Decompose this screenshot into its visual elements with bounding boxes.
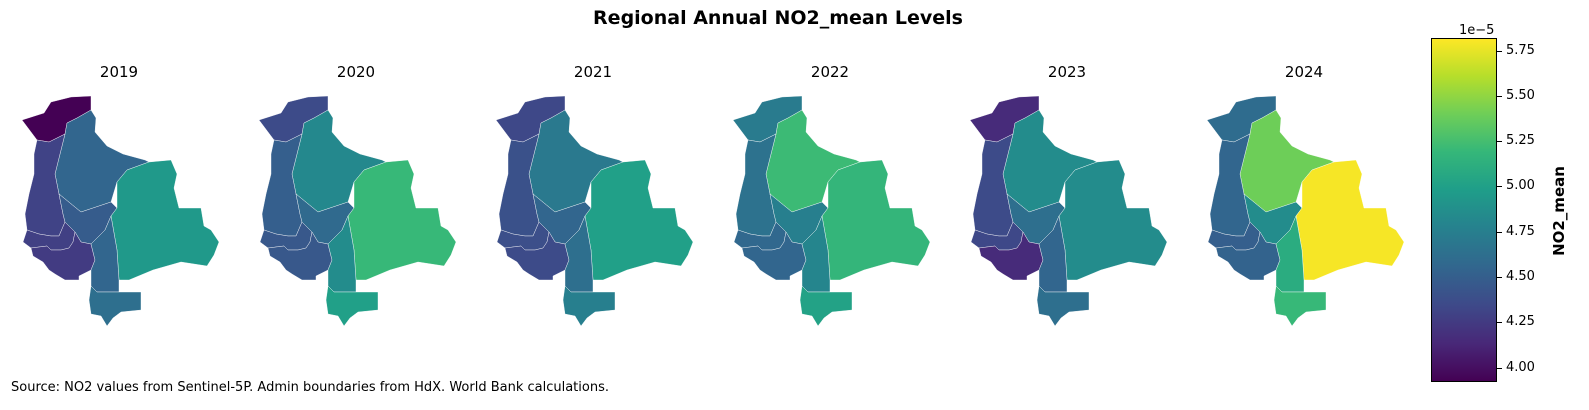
map-2022 [732,95,931,327]
colorbar-tick [1497,277,1502,278]
colorbar-tick-label: 5.75 [1506,43,1535,58]
colorbar-tick-label: 4.75 [1506,224,1535,239]
map-2020 [258,95,457,327]
colorbar-tick [1497,368,1502,369]
colorbar-tick [1497,232,1502,233]
source-note: Source: NO2 values from Sentinel-5P. Adm… [11,380,609,395]
panel-title-2021: 2021 [573,63,613,81]
colorbar-tick [1497,96,1502,97]
region-santa-cruz-2023 [1058,159,1168,281]
chart-title: Regional Annual NO2_mean Levels [593,7,963,29]
colorbar-tick-label: 5.00 [1506,178,1535,193]
region-tarija-2022 [799,285,853,327]
region-tarija-2023 [1036,285,1090,327]
panel-title-2023: 2023 [1047,63,1087,81]
panel-title-2019: 2019 [99,63,139,81]
colorbar-tick [1497,322,1502,323]
colorbar-tick [1497,141,1502,142]
colorbar [1431,38,1497,382]
region-tarija-2021 [562,285,616,327]
panel-title-2022: 2022 [810,63,850,81]
colorbar-tick-label: 5.25 [1506,133,1535,148]
map-2019 [21,95,220,327]
region-santa-cruz-2020 [347,159,457,281]
colorbar-tick-label: 4.00 [1506,360,1535,375]
map-2021 [495,95,694,327]
colorbar-tick-label: 4.50 [1506,269,1535,284]
panel-title-2024: 2024 [1284,63,1324,81]
region-santa-cruz-2019 [110,159,220,281]
region-tarija-2019 [88,285,142,327]
colorbar-exponent: 1e−5 [1459,23,1495,38]
colorbar-label: NO2_mean [1550,166,1568,256]
map-2023 [969,95,1168,327]
colorbar-tick-label: 4.25 [1506,314,1535,329]
colorbar-tick-label: 5.50 [1506,88,1535,103]
colorbar-tick [1497,186,1502,187]
region-tarija-2020 [325,285,379,327]
map-2024 [1206,95,1405,327]
colorbar-tick [1497,51,1502,52]
region-santa-cruz-2021 [584,159,694,281]
panel-title-2020: 2020 [336,63,376,81]
region-tarija-2024 [1273,285,1327,327]
region-santa-cruz-2024 [1295,159,1405,281]
region-santa-cruz-2022 [821,159,931,281]
